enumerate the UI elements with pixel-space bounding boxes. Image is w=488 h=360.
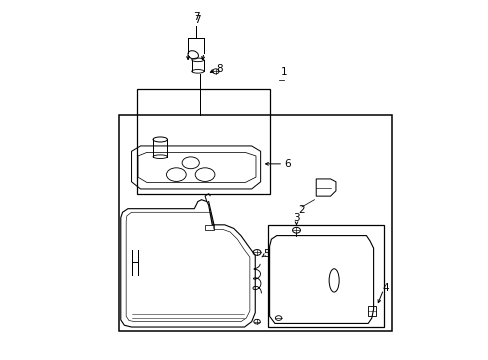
Text: 2: 2: [298, 206, 305, 216]
Bar: [367, 306, 375, 316]
Text: 3: 3: [293, 213, 299, 222]
Text: 8: 8: [216, 64, 222, 74]
Text: 4: 4: [382, 283, 388, 293]
Text: 7: 7: [194, 15, 201, 26]
Text: 7: 7: [192, 12, 199, 22]
Bar: [267, 225, 384, 327]
Text: 5: 5: [263, 248, 269, 258]
Text: 1: 1: [280, 67, 286, 77]
Text: 6: 6: [284, 159, 290, 169]
Bar: [137, 89, 269, 194]
Bar: [119, 116, 391, 330]
